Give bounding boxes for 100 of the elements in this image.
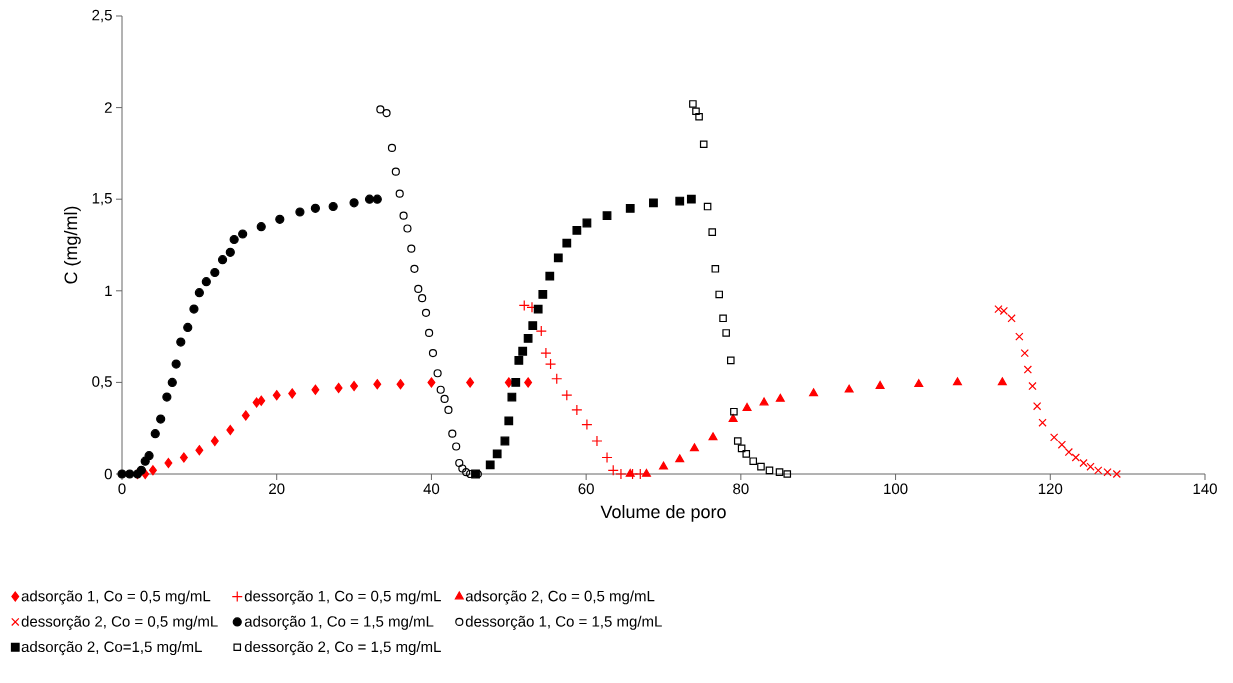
point (581, 418, 593, 431)
point (440, 394, 449, 403)
point (1007, 314, 1016, 323)
point (428, 348, 438, 358)
point (410, 264, 419, 273)
point (728, 413, 738, 422)
point (715, 290, 723, 299)
point (466, 377, 475, 388)
point (399, 211, 408, 220)
point (775, 468, 784, 476)
point (179, 452, 188, 463)
point (518, 299, 530, 312)
point (1038, 418, 1047, 427)
y-tick-label: 0,5 (92, 376, 112, 389)
x-tick-label: 60 (578, 483, 594, 495)
point (1086, 462, 1095, 471)
point (749, 457, 758, 465)
point (436, 385, 445, 394)
point (148, 465, 157, 476)
point (425, 328, 434, 338)
point (1015, 332, 1024, 341)
point (373, 379, 382, 390)
point (514, 356, 524, 365)
point (372, 194, 382, 204)
point (649, 198, 658, 208)
point (382, 108, 391, 118)
point (396, 379, 405, 390)
point (523, 334, 533, 343)
point (1032, 402, 1042, 411)
point (376, 105, 385, 114)
point (730, 407, 738, 416)
point (507, 392, 517, 402)
point (189, 304, 199, 314)
point (540, 347, 552, 359)
point (708, 228, 717, 236)
point (458, 464, 467, 473)
legend-label: adsorção 1, Co = 1,5 mg/mL (244, 615, 434, 630)
point (809, 388, 819, 397)
point (602, 211, 612, 221)
point (742, 402, 752, 411)
point (1023, 365, 1032, 374)
point (719, 314, 727, 323)
legend-label: adsorção 2, Co=1,5 mg/mL (21, 641, 202, 656)
point (504, 416, 514, 426)
x-tick-label: 40 (423, 483, 440, 495)
point (742, 450, 751, 458)
point (692, 107, 700, 116)
point (485, 460, 495, 470)
point (311, 384, 320, 395)
point (229, 234, 239, 245)
point (295, 207, 305, 217)
point (403, 224, 412, 233)
point (1050, 433, 1059, 442)
legend-label: dessorção 1, Co = 0,5 mg/mL (244, 590, 441, 605)
point (952, 377, 962, 386)
point (659, 461, 668, 470)
point (675, 196, 685, 206)
point (176, 337, 186, 347)
point (150, 429, 160, 439)
point (695, 112, 703, 121)
y-tick-label: 2 (104, 102, 112, 113)
point (591, 435, 603, 447)
point (183, 322, 193, 333)
point (444, 405, 453, 414)
point (757, 462, 765, 471)
point (699, 140, 708, 149)
x-tick-label: 100 (884, 483, 908, 495)
legend-label: adsorção 2, Co = 0,5 mg/mL (465, 590, 655, 605)
point (1028, 381, 1037, 391)
point (875, 380, 885, 389)
point (524, 377, 533, 388)
point (275, 214, 285, 224)
point (350, 380, 359, 392)
point (689, 100, 697, 108)
point (125, 469, 135, 479)
point (914, 379, 924, 388)
point (689, 443, 699, 452)
x-tick-label: 80 (733, 483, 749, 495)
point (545, 271, 555, 281)
point (711, 265, 720, 273)
point (272, 390, 281, 401)
point (171, 359, 181, 369)
point (407, 244, 416, 253)
point (686, 194, 696, 204)
point (759, 397, 769, 406)
x-tick-label: 140 (1193, 483, 1217, 495)
point (201, 277, 211, 287)
point (167, 377, 177, 387)
point (561, 389, 573, 401)
point (334, 382, 343, 393)
point (217, 255, 228, 265)
point (518, 346, 528, 356)
point (775, 393, 785, 402)
point (364, 194, 375, 204)
point (144, 451, 154, 461)
point (162, 392, 172, 402)
point (733, 437, 742, 445)
point (722, 329, 730, 337)
x-tick-label: 20 (269, 483, 285, 495)
point (238, 229, 248, 239)
